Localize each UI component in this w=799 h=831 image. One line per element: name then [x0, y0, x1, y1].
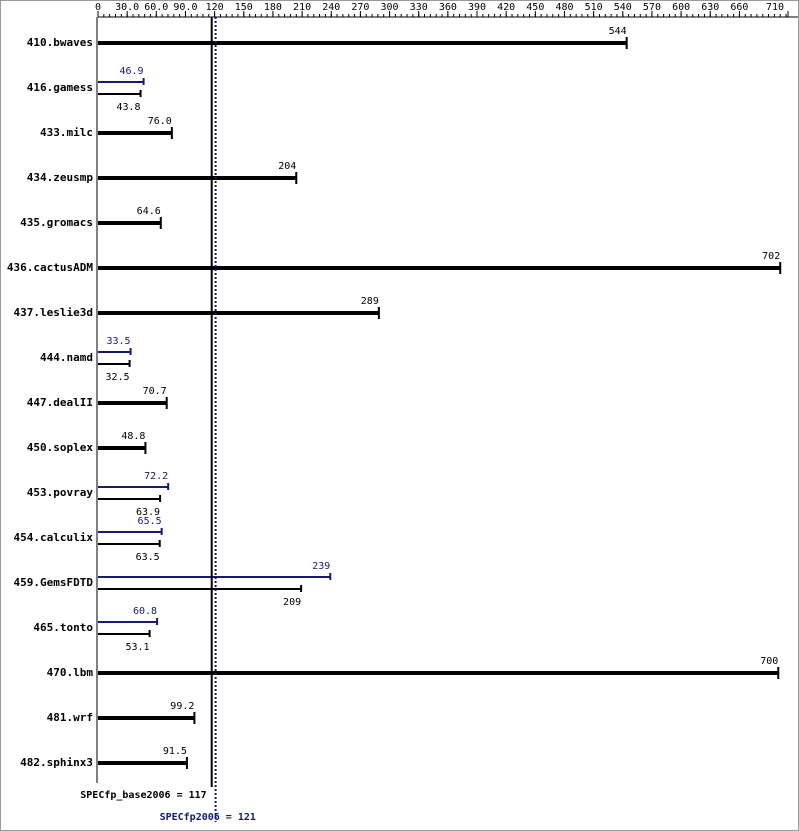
x-tick-label: 390	[468, 2, 486, 13]
category-label: 470.lbm	[47, 666, 94, 679]
bar	[98, 543, 160, 545]
x-tick-label: 450	[526, 2, 544, 13]
value-label: 33.5	[106, 336, 130, 347]
x-tick-label: 330	[410, 2, 428, 13]
value-label: 64.6	[137, 206, 161, 217]
bar	[98, 498, 161, 500]
bar	[98, 351, 131, 353]
category-label: 447.dealII	[27, 396, 93, 409]
value-label: 700	[760, 656, 778, 667]
value-label: 239	[312, 561, 330, 572]
category-label: 450.soplex	[27, 441, 94, 454]
category-label: 410.bwaves	[27, 36, 93, 49]
x-tick-label: 420	[497, 2, 515, 13]
category-label: 444.namd	[40, 351, 93, 364]
reference-label: SPECfp2006 = 121	[160, 812, 256, 823]
category-label: 454.calculix	[14, 531, 94, 544]
x-tick-label: 180	[264, 2, 282, 13]
category-label: 482.sphinx3	[20, 756, 93, 769]
category-label: 453.povray	[27, 486, 94, 499]
bar	[98, 716, 195, 720]
value-label: 702	[762, 251, 780, 262]
value-label: 43.8	[116, 102, 140, 113]
x-tick-label: 240	[322, 2, 340, 13]
category-label: 481.wrf	[47, 711, 93, 724]
value-label: 209	[283, 597, 301, 608]
bar	[98, 576, 331, 578]
x-tick-label: 710	[766, 2, 784, 13]
x-tick-label: 480	[555, 2, 573, 13]
x-tick-label: 510	[585, 2, 603, 13]
value-label: 544	[609, 26, 627, 37]
value-label: 46.9	[119, 66, 143, 77]
value-label: 53.1	[126, 642, 150, 653]
x-tick-label: 540	[614, 2, 632, 13]
bar	[98, 446, 146, 450]
value-label: 70.7	[143, 386, 167, 397]
bar	[98, 93, 141, 95]
value-label: 65.5	[138, 516, 162, 527]
bar	[98, 401, 167, 405]
x-tick-label: 60.0	[144, 2, 168, 13]
value-label: 32.5	[105, 372, 129, 383]
category-label: 459.GemsFDTD	[14, 576, 94, 589]
x-tick-label: 270	[351, 2, 369, 13]
x-tick-label: 600	[672, 2, 690, 13]
bar	[98, 176, 297, 180]
category-label: 416.gamess	[27, 81, 93, 94]
value-label: 99.2	[170, 701, 194, 712]
category-label: 436.cactusADM	[7, 261, 93, 274]
bar	[98, 131, 172, 135]
category-label: 437.leslie3d	[14, 306, 93, 319]
value-label: 72.2	[144, 471, 168, 482]
x-tick-label: 360	[439, 2, 457, 13]
value-label: 48.8	[121, 431, 145, 442]
bar	[98, 588, 302, 590]
category-label: 435.gromacs	[20, 216, 93, 229]
bar	[98, 531, 162, 533]
x-tick-label: 630	[701, 2, 719, 13]
category-label: 434.zeusmp	[27, 171, 94, 184]
x-tick-label: 150	[235, 2, 253, 13]
x-tick-label: 30.0	[115, 2, 139, 13]
value-label: 91.5	[163, 746, 187, 757]
value-label: 63.9	[136, 507, 160, 518]
bar	[98, 41, 627, 45]
x-tick-label: 120	[206, 2, 224, 13]
x-tick-label: 660	[730, 2, 748, 13]
x-tick-label: 90.0	[173, 2, 197, 13]
bar	[98, 633, 150, 635]
x-tick-label: 300	[381, 2, 399, 13]
bar	[98, 761, 187, 765]
category-label: 465.tonto	[33, 621, 93, 634]
value-label: 289	[361, 296, 379, 307]
x-tick-label: 0	[95, 2, 101, 13]
value-label: 60.8	[133, 606, 157, 617]
bar	[98, 621, 158, 623]
value-label: 76.0	[148, 116, 172, 127]
value-label: 63.5	[136, 552, 160, 563]
bar	[98, 221, 161, 225]
category-label: 433.milc	[40, 126, 93, 139]
value-label: 204	[278, 161, 296, 172]
bar	[98, 266, 781, 270]
bar	[98, 486, 169, 488]
bar	[98, 671, 779, 675]
x-tick-label: 570	[643, 2, 661, 13]
x-tick-label: 210	[293, 2, 311, 13]
bar	[98, 311, 379, 315]
bar	[98, 81, 144, 83]
bar	[98, 363, 130, 365]
reference-label: SPECfp_base2006 = 117	[80, 790, 206, 801]
